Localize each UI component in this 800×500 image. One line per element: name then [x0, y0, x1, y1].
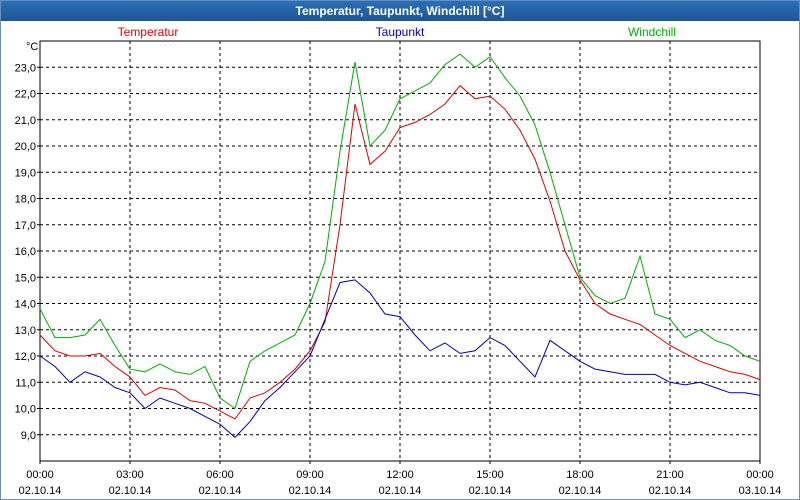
- x-tick-date-label: 03.10.14: [739, 485, 782, 497]
- x-tick-time-label: 21:00: [656, 469, 684, 481]
- y-tick-label: 20,0: [15, 141, 36, 153]
- y-tick-label: 13,0: [15, 325, 36, 337]
- grid-lines: [40, 41, 760, 461]
- series-line-windchill: [39, 53, 761, 410]
- legend-item-taupunkt: Taupunkt: [376, 25, 425, 39]
- y-tick-label: 15,0: [15, 272, 36, 284]
- y-tick-label: 17,0: [15, 220, 36, 232]
- x-tick-date-label: 02.10.14: [109, 485, 152, 497]
- x-tick-time-label: 09:00: [296, 469, 324, 481]
- y-tick-label: 12,0: [15, 351, 36, 363]
- x-tick-date-label: 02.10.14: [379, 485, 422, 497]
- series-line-temperatur: [39, 84, 761, 420]
- y-tick-label: 9,0: [21, 430, 36, 442]
- y-tick-label: 22,0: [15, 89, 36, 101]
- x-tick-time-label: 15:00: [476, 469, 504, 481]
- x-tick-time-label: 18:00: [566, 469, 594, 481]
- x-tick-date-label: 02.10.14: [559, 485, 602, 497]
- x-tick-time-label: 06:00: [206, 469, 234, 481]
- x-tick-date-label: 02.10.14: [199, 485, 242, 497]
- y-axis-unit-label: °C: [26, 41, 38, 53]
- x-tick-date-label: 02.10.14: [289, 485, 332, 497]
- x-tick-date-label: 02.10.14: [469, 485, 512, 497]
- y-tick-label: 16,0: [15, 246, 36, 258]
- series-lines: [39, 53, 761, 439]
- legend-item-temperatur: Temperatur: [118, 25, 179, 39]
- y-tick-label: 14,0: [15, 299, 36, 311]
- y-tick-label: 11,0: [15, 377, 36, 389]
- legend-item-windchill: Windchill: [628, 25, 676, 39]
- x-tick-time-label: 03:00: [116, 469, 144, 481]
- x-tick-date-label: 02.10.14: [19, 485, 62, 497]
- y-tick-label: 18,0: [15, 194, 36, 206]
- x-axis-ticks: 00:00 02.10.14 03:00 02.10.14 06:00 02.10.14 0…: [19, 461, 782, 497]
- window-title: Temperatur, Taupunkt, Windchill [°C]: [1, 1, 799, 21]
- y-tick-label: 23,0: [15, 62, 36, 74]
- x-tick-time-label: 00:00: [746, 469, 774, 481]
- x-tick-date-label: 02.10.14: [649, 485, 692, 497]
- x-tick-time-label: 00:00: [26, 469, 54, 481]
- y-tick-label: 19,0: [15, 167, 36, 179]
- x-tick-time-label: 12:00: [386, 469, 414, 481]
- y-axis-ticks: 9,0 10,0 11,0 12,0 13,0 14,0 15,0 16,0 17,0 18,0 1…: [15, 62, 40, 442]
- y-tick-label: 10,0: [15, 404, 36, 416]
- legend: Temperatur Taupunkt Windchill: [118, 25, 676, 39]
- series-line-taupunkt: [39, 279, 761, 439]
- y-tick-label: 21,0: [15, 115, 36, 127]
